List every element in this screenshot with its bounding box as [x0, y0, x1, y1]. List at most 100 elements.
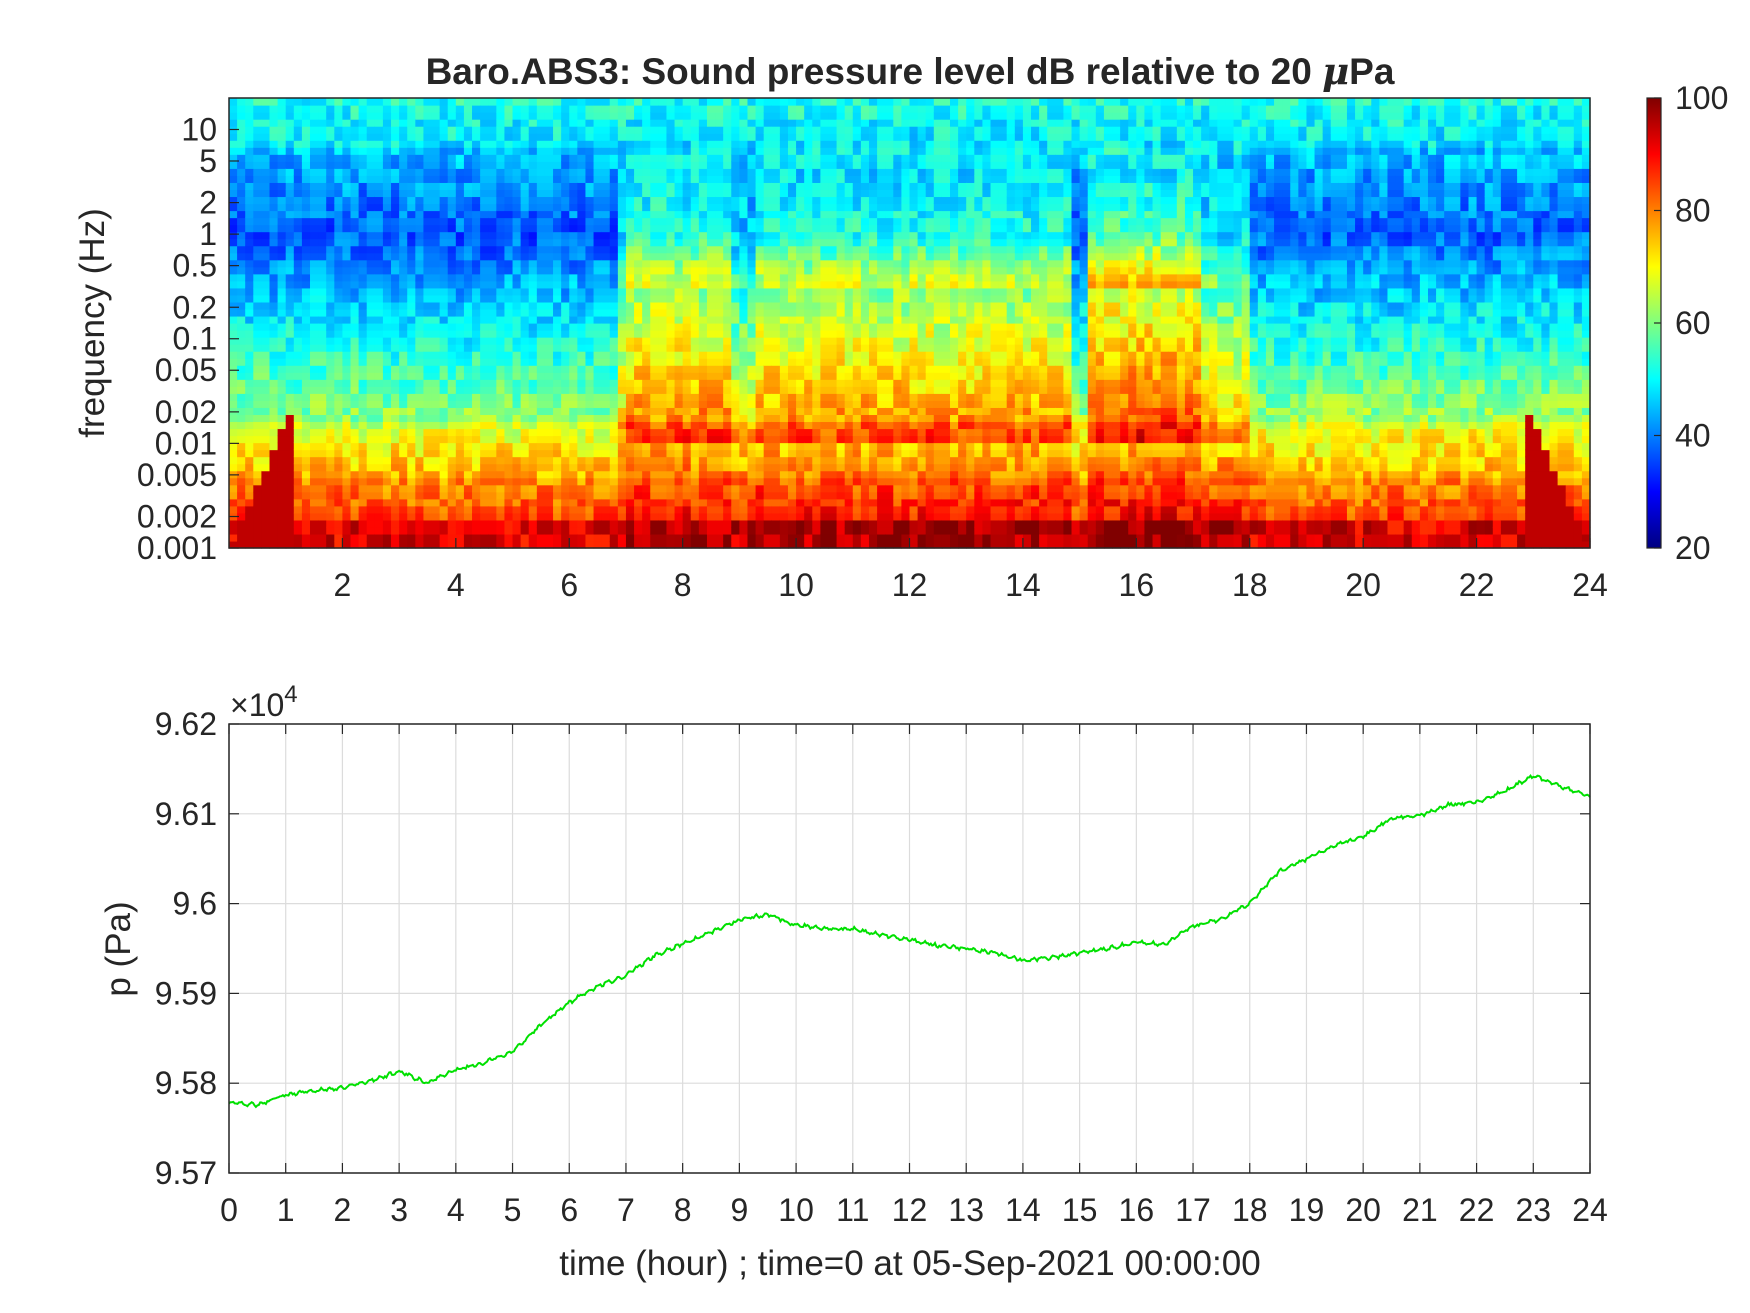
heatmap-cell — [334, 273, 344, 282]
heatmap-cell — [577, 372, 587, 380]
heatmap-cell — [318, 301, 327, 310]
heatmap-cell — [723, 330, 732, 338]
heatmap-cell — [852, 414, 862, 423]
heatmap-cell — [625, 351, 635, 359]
heatmap-cell — [658, 519, 668, 528]
heatmap-cell — [439, 442, 449, 451]
heatmap-cell — [812, 140, 821, 148]
heatmap-cell — [496, 407, 506, 416]
heatmap-cell — [601, 456, 611, 465]
heatmap-cell — [609, 105, 619, 113]
heatmap-cell — [342, 161, 352, 169]
heatmap-cell — [634, 168, 643, 176]
heatmap-cell — [787, 379, 797, 387]
heatmap-cell — [399, 252, 408, 261]
heatmap-cell — [553, 189, 562, 198]
heatmap-cell — [739, 175, 749, 183]
heatmap-cell — [399, 273, 408, 282]
heatmap-cell — [310, 259, 319, 268]
heatmap-cell — [804, 386, 813, 394]
heatmap-cell — [739, 105, 749, 113]
heatmap-cell — [496, 140, 506, 148]
heatmap-cell — [399, 386, 408, 394]
heatmap-cell — [366, 407, 376, 416]
heatmap-cell — [480, 519, 489, 528]
heatmap-cell — [779, 266, 789, 275]
heatmap-cell — [520, 407, 530, 416]
heatmap-cell — [350, 315, 360, 324]
heatmap-cell — [366, 449, 376, 458]
heatmap-cell — [544, 308, 554, 317]
heatmap-cell — [237, 259, 246, 268]
heatmap-cell — [277, 161, 287, 169]
heatmap-cell — [261, 323, 271, 331]
heatmap-cell — [771, 287, 781, 296]
heatmap-cell — [399, 112, 408, 120]
heatmap-cell — [666, 470, 676, 479]
heatmap-cell — [731, 533, 740, 542]
heatmap-cell — [520, 217, 530, 226]
heatmap-cell — [342, 126, 352, 134]
heatmap-cell — [447, 287, 457, 296]
heatmap-cell — [577, 203, 587, 212]
heatmap-cell — [253, 379, 262, 387]
heatmap-cell — [415, 315, 425, 324]
heatmap-cell — [261, 231, 271, 240]
heatmap-cell — [625, 379, 635, 387]
heatmap-cell — [796, 315, 805, 324]
heatmap-cell — [828, 400, 838, 408]
heatmap-cell — [771, 252, 781, 261]
heatmap-cell — [342, 323, 352, 331]
heatmap-cell — [544, 315, 554, 324]
heatmap-cell — [229, 161, 238, 169]
heatmap-cell — [561, 301, 570, 310]
heatmap-cell — [706, 119, 716, 127]
heatmap-cell — [544, 414, 554, 423]
heatmap-cell — [739, 351, 749, 359]
heatmap-cell — [836, 140, 846, 148]
heatmap-cell — [569, 428, 578, 437]
heatmap-cell — [310, 463, 319, 472]
heatmap-cell — [779, 259, 789, 268]
heatmap-cell — [569, 161, 578, 169]
heatmap-cell — [787, 449, 797, 458]
heatmap-cell — [553, 98, 562, 106]
heatmap-cell — [739, 512, 749, 521]
heatmap-cell — [601, 421, 611, 430]
heatmap-cell — [237, 407, 246, 416]
heatmap-cell — [382, 372, 392, 380]
heatmap-cell — [698, 337, 708, 345]
heatmap-cell — [698, 133, 708, 141]
heatmap-cell — [455, 484, 465, 493]
heatmap-cell — [455, 323, 465, 331]
heatmap-cell — [423, 323, 433, 331]
heatmap-cell — [310, 147, 319, 155]
heatmap-cell — [634, 519, 643, 528]
heatmap-cell — [504, 224, 514, 233]
heatmap-cell — [496, 456, 506, 465]
heatmap-cell — [820, 252, 830, 261]
heatmap-cell — [334, 133, 344, 141]
heatmap-cell — [358, 519, 368, 528]
heatmap-cell — [285, 358, 295, 366]
heatmap-cell — [504, 484, 514, 493]
heatmap-cell — [269, 280, 279, 289]
heatmap-cell — [318, 224, 327, 233]
heatmap-cell — [763, 182, 773, 191]
heatmap-cell — [844, 182, 854, 191]
heatmap-cell — [488, 175, 497, 183]
heatmap-cell — [439, 365, 449, 373]
heatmap-cell — [787, 126, 797, 134]
heatmap-cell — [326, 435, 335, 444]
heatmap-cell — [536, 519, 546, 528]
heatmap-cell — [804, 175, 813, 183]
heatmap-cell — [480, 428, 489, 437]
heatmap-cell — [844, 273, 854, 282]
heatmap-cell — [625, 330, 635, 338]
heatmap-cell — [253, 512, 262, 521]
heatmap-cell — [585, 119, 595, 127]
heatmap-cell — [561, 330, 570, 338]
heatmap-cell — [625, 386, 635, 394]
heatmap-cell — [488, 358, 497, 366]
